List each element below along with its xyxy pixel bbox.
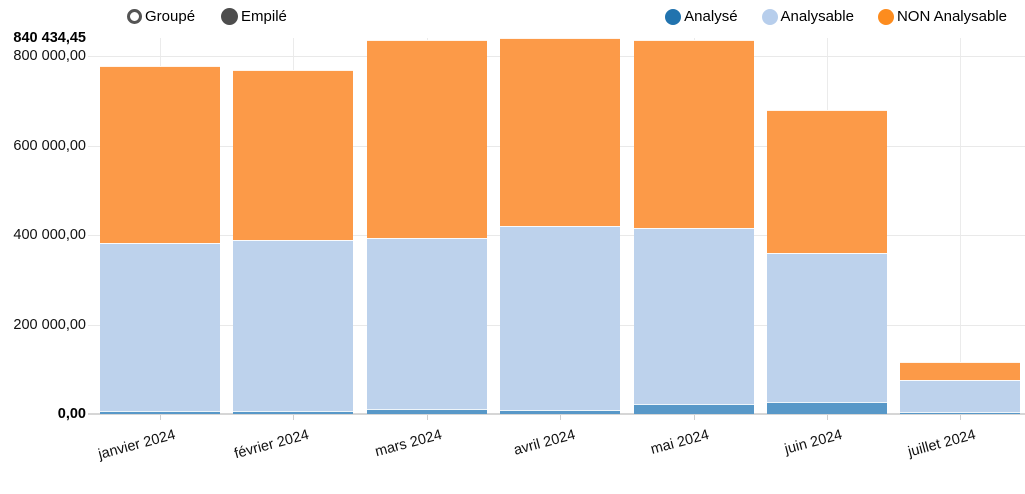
x-axis-tick: [426, 415, 428, 420]
x-axis-category-label: juillet 2024: [906, 427, 978, 461]
legend-item-analysable[interactable]: Analysable: [761, 8, 854, 25]
bar-segment-analysé[interactable]: [500, 409, 621, 414]
chart-mode-toggles: Groupé Empilé: [127, 8, 287, 25]
y-axis-tick-label: 840 434,45: [13, 29, 86, 46]
bar-segment-non-analysable[interactable]: [767, 110, 887, 253]
x-axis-category-label: février 2024: [232, 427, 311, 463]
x-axis-tick: [160, 415, 161, 420]
x-axis-tick: [827, 415, 828, 420]
toggle-stacked[interactable]: Empilé: [221, 8, 287, 25]
legend-item-non-analysable[interactable]: NON Analysable: [877, 8, 1007, 25]
bar-segment-analysable[interactable]: [100, 243, 220, 411]
x-axis-category-label: avril 2024: [512, 427, 578, 459]
bar-segment-non-analysable[interactable]: [233, 69, 354, 240]
x-axis-tick: [693, 415, 695, 420]
bar-segment-analysable[interactable]: [767, 252, 887, 402]
bar-segment-analysé[interactable]: [233, 410, 354, 414]
radio-selected-icon: [221, 8, 239, 25]
bar-segment-non-analysable[interactable]: [900, 362, 1021, 380]
bar-segment-analysé[interactable]: [767, 401, 887, 414]
non-analysable-series-swatch-icon: [877, 8, 894, 25]
bar-segment-analysable[interactable]: [500, 225, 621, 410]
bar-segment-analysable[interactable]: [366, 238, 487, 410]
toggle-stacked-label: Empilé: [241, 8, 287, 25]
x-axis-category-label: mai 2024: [648, 427, 711, 458]
x-axis-line: [88, 413, 1025, 415]
bar-segment-analysé[interactable]: [366, 409, 487, 414]
bar-segment-non-analysable[interactable]: [366, 40, 487, 239]
bar-segment-analysé[interactable]: [100, 410, 220, 414]
legend-item-label: NON Analysable: [896, 8, 1007, 25]
x-axis-tick: [560, 415, 562, 420]
bar-segment-analysable[interactable]: [233, 239, 354, 411]
chart-legend: Analysé Analysable NON Analysable: [665, 8, 1007, 25]
y-axis-tick-label: 600 000,00: [13, 137, 86, 154]
x-axis-tick: [293, 415, 295, 420]
bar-segment-analysable[interactable]: [633, 228, 754, 405]
x-axis-category-label: mars 2024: [373, 427, 444, 461]
legend-item-analyse[interactable]: Analysé: [665, 8, 738, 25]
bar-segment-analysé[interactable]: [900, 411, 1021, 414]
analyse-series-swatch-icon: [665, 8, 682, 25]
y-axis-tick-label: 200 000,00: [13, 316, 86, 333]
x-axis-tick: [960, 415, 962, 420]
legend-item-label: Analysable: [780, 8, 854, 25]
analysable-series-swatch-icon: [761, 8, 778, 25]
legend-item-label: Analysé: [684, 8, 738, 25]
y-axis-tick-label: 800 000,00: [13, 48, 86, 64]
bar-segment-non-analysable[interactable]: [100, 65, 220, 244]
toggle-grouped[interactable]: Groupé: [127, 8, 195, 25]
x-axis-category-label: janvier 2024: [96, 427, 178, 463]
vertical-gridline: [960, 38, 962, 414]
bar-segment-non-analysable[interactable]: [633, 40, 754, 229]
bar-segment-analysé[interactable]: [633, 404, 754, 414]
toggle-grouped-label: Groupé: [145, 8, 196, 25]
radio-unselected-icon: [127, 9, 142, 24]
x-axis-category-label: juin 2024: [783, 427, 845, 458]
y-axis-tick-label: 400 000,00: [13, 227, 86, 243]
y-axis-tick-label: 0,00: [57, 406, 86, 422]
bar-segment-non-analysable[interactable]: [500, 37, 621, 226]
bar-segment-analysable[interactable]: [900, 379, 1021, 412]
